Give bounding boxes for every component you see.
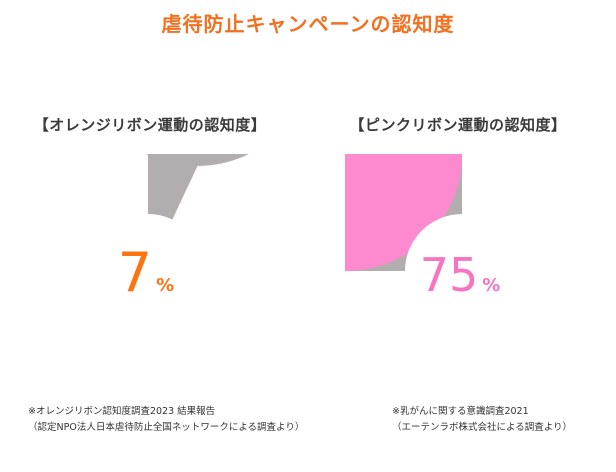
chart-title: 【ピンクリボン運動の認知度】 (349, 116, 567, 134)
page-title: 虐待防止キャンペーンの認知度 (161, 12, 455, 36)
percentage-label: 75% (420, 248, 501, 302)
donut-hole (405, 214, 519, 328)
orange-ribbon-donut-chart: 7% (91, 154, 249, 328)
donut-hole (91, 214, 205, 328)
pink-ribbon-donut-chart: 75% (345, 154, 519, 328)
percentage-value: 7 (118, 241, 152, 304)
percentage-unit: % (482, 275, 500, 296)
source-line: （認定NPO法人日本虐待防止全国ネットワークによる調査より） (28, 422, 305, 433)
percentage-label: 7% (118, 241, 174, 304)
source-line: ※オレンジリボン認知度調査2023 結果報告 (28, 406, 216, 417)
source-line: ※乳がんに関する意識調査2021 (392, 406, 529, 417)
orange-ribbon-panel: 【オレンジリボン運動の認知度】 7% ※オレンジリボン認知度調査2023 結果報… (28, 116, 304, 436)
percentage-value: 75 (420, 248, 479, 302)
source-note: ※乳がんに関する意識調査2021 （エーテンラボ株式会社による調査より） (392, 404, 572, 436)
percentage-unit: % (156, 275, 174, 296)
pink-ribbon-panel: 【ピンクリボン運動の認知度】 75% ※乳がんに関する意識調査2021 （エーテ… (308, 0, 616, 472)
donut-slice-remainder (146, 154, 249, 271)
chart-title: 【オレンジリボン運動の認知度】 (33, 116, 267, 134)
source-line: （エーテンラボ株式会社による調査より） (392, 422, 573, 433)
source-note: ※オレンジリボン認知度調査2023 結果報告 （認定NPO法人日本虐待防止全国ネ… (28, 404, 304, 436)
